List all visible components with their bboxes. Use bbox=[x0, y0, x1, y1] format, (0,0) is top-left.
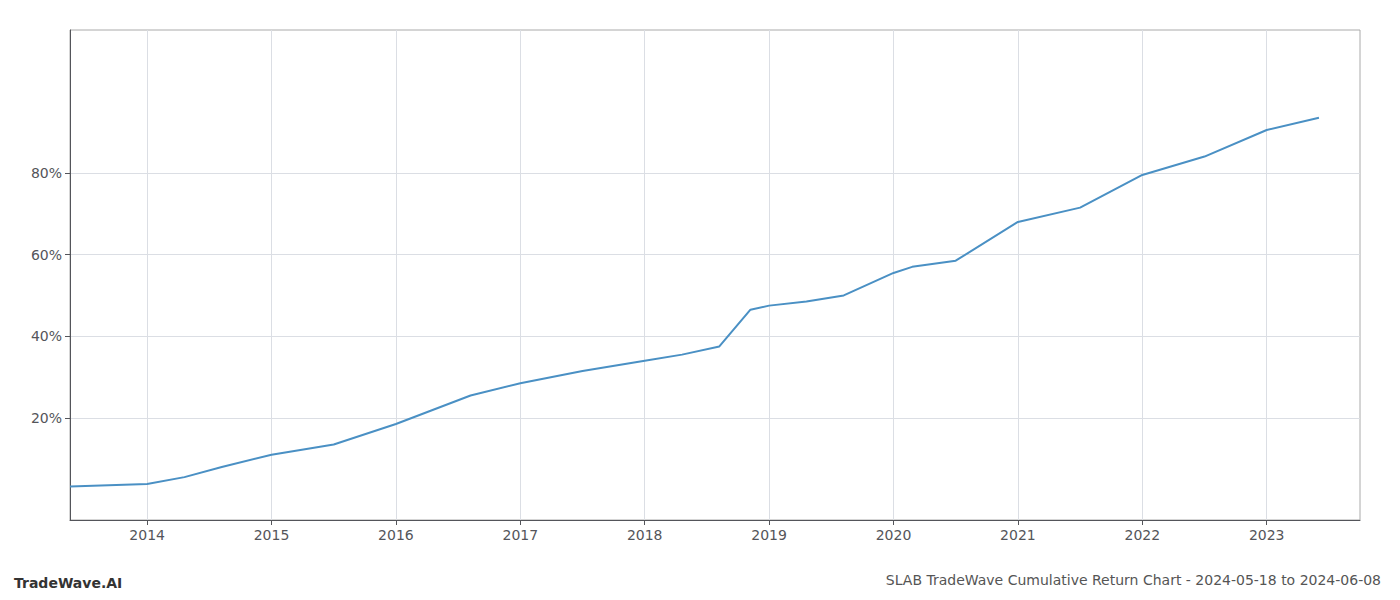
svg-text:80%: 80% bbox=[31, 165, 62, 181]
svg-text:2017: 2017 bbox=[502, 527, 538, 543]
svg-text:40%: 40% bbox=[31, 328, 62, 344]
svg-text:2014: 2014 bbox=[129, 527, 165, 543]
svg-text:SLAB TradeWave Cumulative Retu: SLAB TradeWave Cumulative Return Chart -… bbox=[886, 572, 1381, 588]
svg-text:2020: 2020 bbox=[876, 527, 912, 543]
svg-text:2018: 2018 bbox=[627, 527, 663, 543]
svg-text:2021: 2021 bbox=[1000, 527, 1036, 543]
svg-text:2022: 2022 bbox=[1124, 527, 1160, 543]
svg-text:TradeWave.AI: TradeWave.AI bbox=[14, 575, 122, 591]
svg-text:20%: 20% bbox=[31, 410, 62, 426]
svg-text:2015: 2015 bbox=[254, 527, 290, 543]
svg-text:2019: 2019 bbox=[751, 527, 787, 543]
svg-text:60%: 60% bbox=[31, 247, 62, 263]
svg-text:2016: 2016 bbox=[378, 527, 414, 543]
svg-text:2023: 2023 bbox=[1249, 527, 1285, 543]
